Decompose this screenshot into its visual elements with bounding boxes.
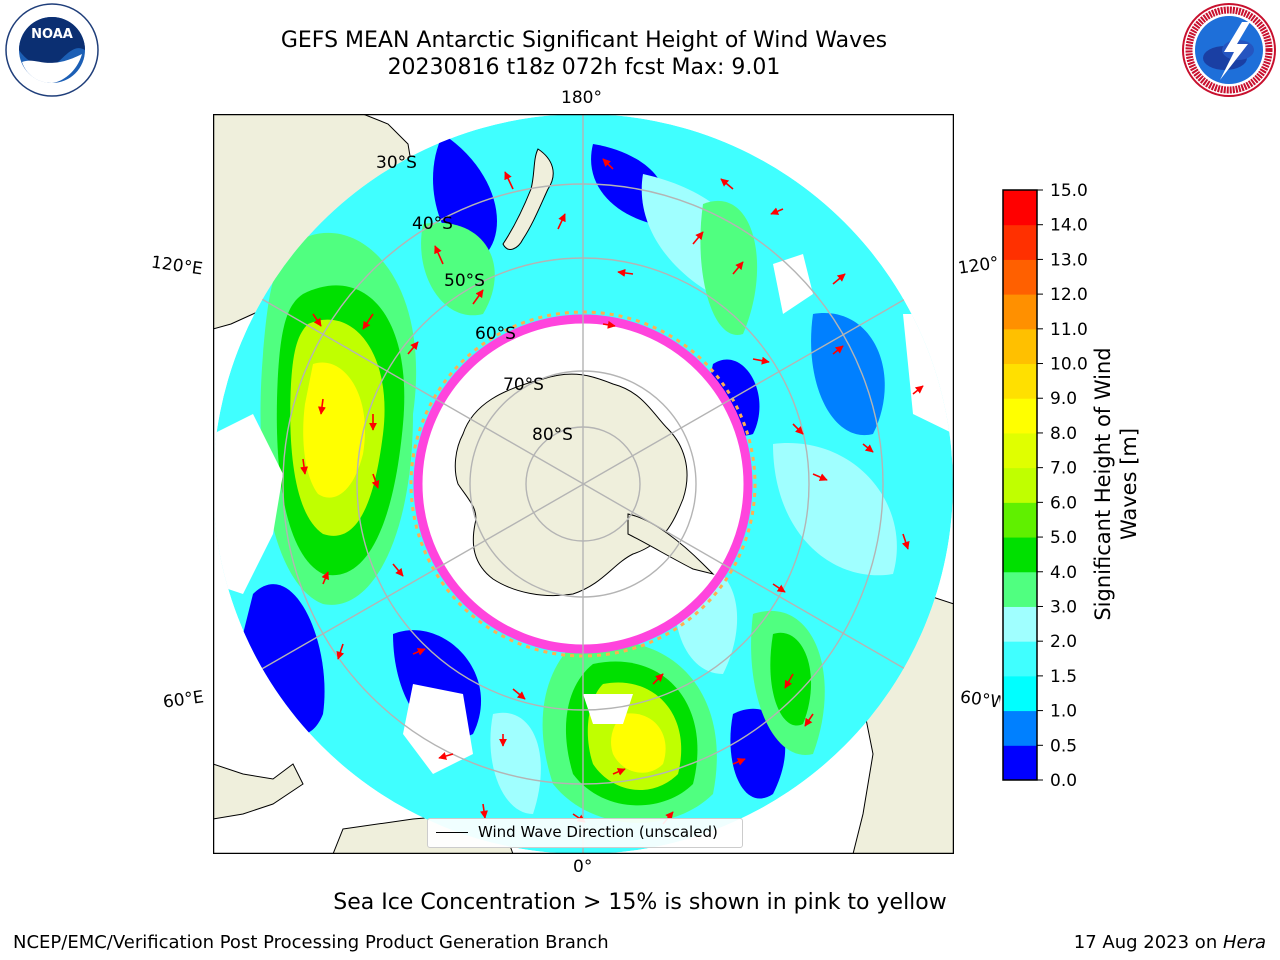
lon-label-60e: 60°E	[161, 687, 206, 713]
colorbar-tick-label: 5.0	[1050, 528, 1077, 548]
colorbar-tick-label: 1.5	[1050, 667, 1077, 687]
colorbar-segment	[1003, 224, 1037, 260]
colorbar-segment	[1003, 537, 1037, 573]
lat-label-50s: 50°S	[444, 271, 485, 291]
date-footer: 17 Aug 2023 on Hera	[1074, 932, 1266, 953]
lat-label-70s: 70°S	[503, 375, 544, 395]
colorbar-tick-label: 15.0	[1050, 181, 1088, 201]
colorbar-tick-label: 4.0	[1050, 563, 1077, 583]
colorbar-segment	[1003, 502, 1037, 538]
colorbar-segment	[1003, 606, 1037, 642]
colorbar-tick-label: 0.5	[1050, 736, 1077, 756]
map-area	[212, 113, 955, 855]
colorbar: 0.0 0.5 1.0 1.5 2.0 3.0 4.0 5.0 6.0 7.0 8.0 9.0 10.0…	[1002, 181, 1088, 790]
colorbar-tick-label: 3.0	[1050, 597, 1077, 617]
lon-label-0: 0°	[573, 857, 593, 877]
colorbar-segment	[1003, 190, 1037, 226]
colorbar-segment	[1003, 363, 1037, 399]
map-legend: Wind Wave Direction (unscaled)	[427, 818, 743, 848]
lat-label-40s: 40°S	[412, 214, 453, 234]
colorbar-tick-label: 12.0	[1050, 285, 1088, 305]
machine-name: Hera	[1222, 932, 1266, 953]
chart-title: GEFS MEAN Antarctic Significant Height o…	[280, 28, 888, 53]
legend-text: Wind Wave Direction (unscaled)	[478, 823, 718, 841]
colorbar-label-line1: Significant Height of Wind	[1091, 347, 1115, 621]
lat-label-30s: 30°S	[376, 153, 417, 173]
colorbar-segment	[1003, 294, 1037, 330]
colorbar-segment	[1003, 467, 1037, 503]
colorbar-segment	[1003, 259, 1037, 295]
colorbar-tick-label: 2.0	[1050, 632, 1077, 652]
legend-line-icon	[436, 832, 468, 833]
nws-logo	[1182, 3, 1276, 97]
chart-subtitle: 20230816 t18z 072h fcst Max: 9.01	[387, 55, 781, 80]
colorbar-tick-label: 1.0	[1050, 702, 1077, 722]
colorbar-segment	[1003, 398, 1037, 434]
colorbar-segment	[1003, 710, 1037, 746]
colorbar-tick-label: 13.0	[1050, 250, 1088, 270]
colorbar-tick-label: 14.0	[1050, 216, 1088, 236]
colorbar-segment	[1003, 432, 1037, 469]
colorbar-segment	[1003, 745, 1037, 781]
org-footer: NCEP/EMC/Verification Post Processing Pr…	[13, 932, 609, 953]
lon-label-180: 180°	[561, 88, 602, 108]
colorbar-segment	[1003, 571, 1037, 607]
colorbar-tick-label: 10.0	[1050, 355, 1088, 375]
colorbar-segment	[1003, 328, 1037, 365]
colorbar-tick-label: 0.0	[1050, 771, 1077, 790]
colorbar-label-line2: Waves [m]	[1117, 427, 1141, 541]
colorbar-frame	[1002, 189, 1038, 781]
colorbar-tick-label: 8.0	[1050, 424, 1077, 444]
lat-label-60s: 60°S	[475, 324, 516, 344]
colorbar-tick-label: 7.0	[1050, 459, 1077, 479]
colorbar-tick-label: 9.0	[1050, 389, 1077, 409]
lat-label-80s: 80°S	[532, 425, 573, 445]
noaa-logo: NOAA	[5, 3, 99, 97]
sea-ice-note: Sea Ice Concentration > 15% is shown in …	[333, 890, 947, 915]
colorbar-segment	[1003, 675, 1037, 712]
lon-label-120e: 120°E	[149, 252, 204, 280]
colorbar-tick-label: 11.0	[1050, 320, 1088, 340]
noaa-logo-text: NOAA	[31, 27, 73, 42]
polar-map	[212, 113, 955, 855]
colorbar-tick-label: 6.0	[1050, 493, 1077, 513]
lon-label-60w: 60°W	[958, 687, 1002, 713]
colorbar-segment	[1003, 641, 1037, 677]
date-text: 17 Aug 2023 on	[1073, 932, 1223, 953]
lon-label-120w: 120°W	[956, 253, 1000, 279]
